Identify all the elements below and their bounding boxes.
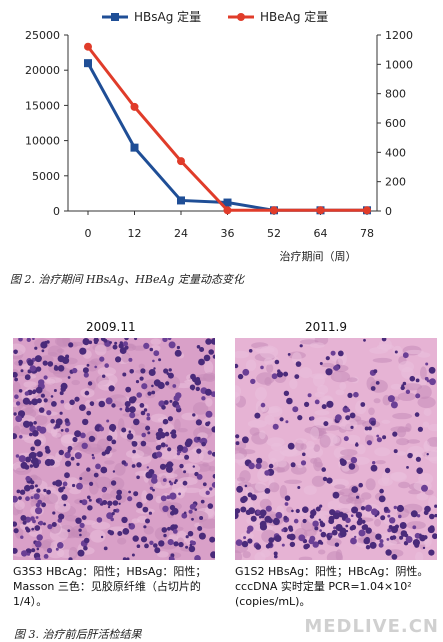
data-point [84, 42, 92, 51]
y-left-tick-label: 0 [53, 205, 60, 218]
data-point [130, 143, 139, 152]
biopsy-date-after: 2011.9 [305, 320, 347, 334]
line-chart: HBsAg 定量 HBeAg 定量 05000100001500020000250… [25, 9, 413, 263]
watermark-logo: MEDLIVE.CN [304, 616, 439, 637]
biopsy-caption-after: G1S2 HBsAg：阳性；HBcAg：阴性。cccDNA 实时定量 PCR=1… [235, 565, 429, 608]
x-tick-label: 12 [128, 227, 142, 240]
y-right-tick-label: 400 [385, 146, 406, 159]
x-tick-label: 78 [360, 227, 374, 240]
chart-axes: 0500010000150002000025000020040060080010… [25, 29, 413, 263]
y-left-tick-label: 15000 [25, 99, 60, 112]
x-axis-label: 治疗期间（周） [280, 249, 357, 263]
y-right-tick-label: 1200 [385, 29, 413, 42]
x-tick-label: 0 [85, 227, 92, 240]
legend-marker [237, 13, 245, 21]
figure-3-caption: 图 3. 治疗前后肝活检结果 [14, 628, 142, 641]
legend-marker [111, 13, 119, 21]
biopsy-image-after [235, 338, 437, 560]
y-right-tick-label: 0 [385, 205, 392, 218]
series-line [86, 45, 367, 212]
data-point [270, 206, 278, 215]
y-right-tick-label: 200 [385, 176, 406, 189]
legend-label: HBeAg 定量 [260, 9, 328, 24]
series-line [86, 62, 367, 212]
data-point [84, 59, 92, 68]
y-right-tick-label: 800 [385, 88, 406, 101]
biopsy-image-before [13, 338, 215, 560]
biopsy-date-before: 2009.11 [86, 320, 136, 334]
x-tick-label: 64 [314, 227, 328, 240]
y-right-tick-label: 600 [385, 117, 406, 130]
y-right-tick-label: 1000 [385, 58, 413, 71]
data-point [177, 196, 185, 205]
y-left-tick-label: 5000 [32, 170, 60, 183]
data-point [223, 206, 232, 215]
chart-series [84, 42, 371, 215]
data-point [316, 206, 325, 215]
legend-label: HBsAg 定量 [134, 9, 201, 24]
x-tick-label: 52 [267, 227, 281, 240]
data-point [130, 102, 139, 111]
data-point [223, 198, 232, 207]
figure-2-caption: 图 2. 治疗期间 HBsAg、HBeAg 定量动态变化 [10, 273, 244, 286]
data-point [177, 157, 185, 166]
chart-legend: HBsAg 定量 HBeAg 定量 [102, 9, 328, 24]
x-tick-label: 24 [174, 227, 188, 240]
x-tick-label: 36 [221, 227, 235, 240]
biopsy-caption-before: G3S3 HBcAg：阳性；HBsAg：阳性；Masson 三色：见胶原纤维（占… [13, 565, 207, 608]
data-point [363, 206, 371, 215]
y-left-tick-label: 10000 [25, 135, 60, 148]
y-left-tick-label: 20000 [25, 64, 60, 77]
y-left-tick-label: 25000 [25, 29, 60, 42]
